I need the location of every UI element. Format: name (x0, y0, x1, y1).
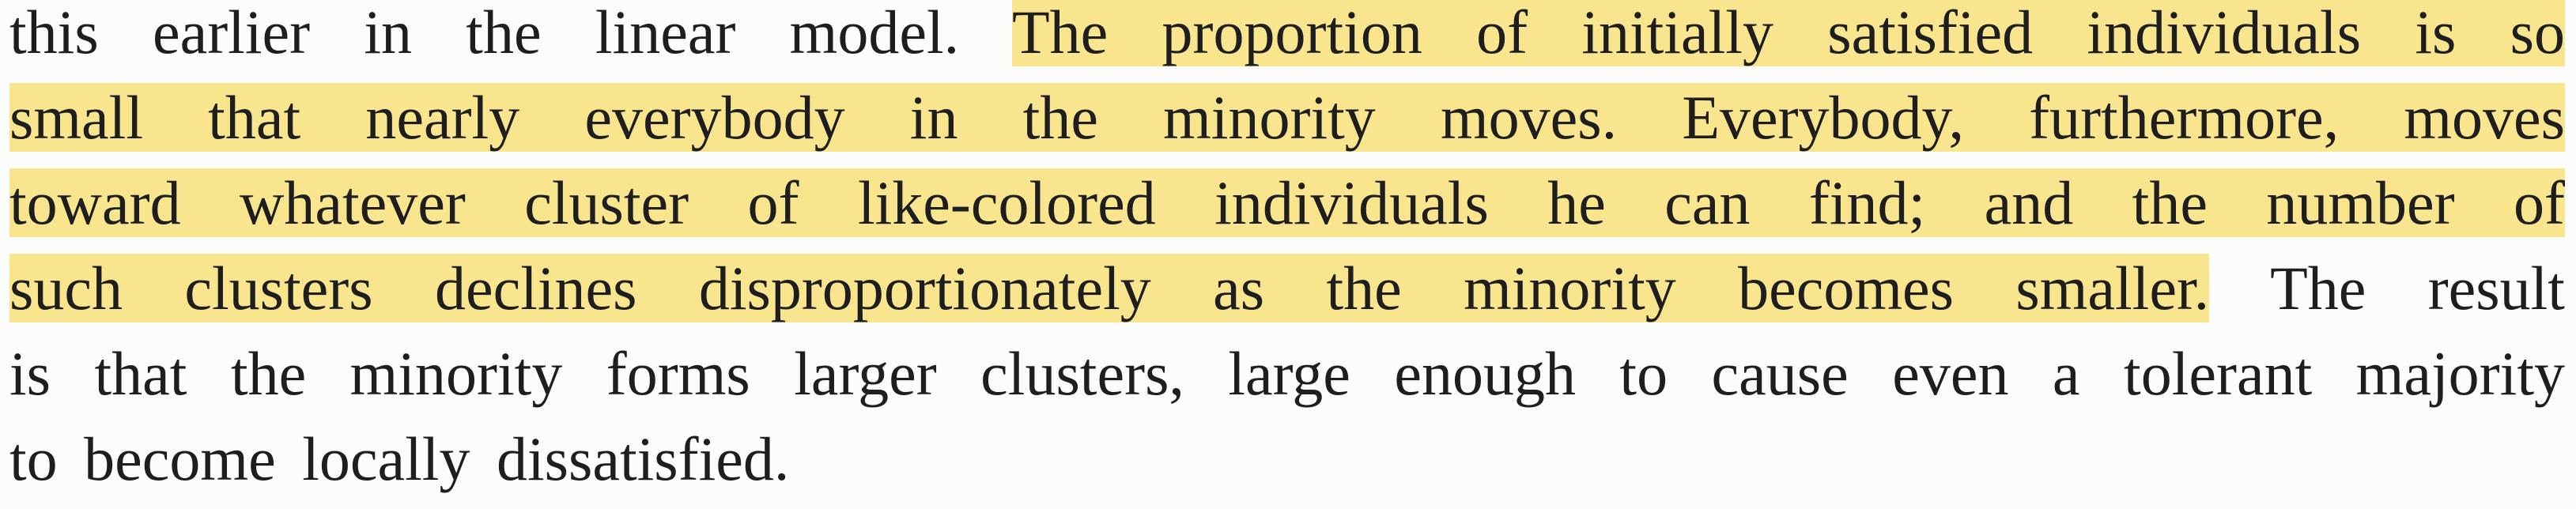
highlighted-text[interactable]: small that nearly everybody in the minor… (9, 83, 2565, 152)
plain-text: is that the minority forms larger cluste… (9, 339, 2565, 408)
text-line-4: such clusters declines disproportionatel… (9, 247, 2565, 330)
plain-text: The result (2209, 254, 2565, 322)
highlighted-text[interactable]: toward whatever cluster of like-colored … (9, 168, 2565, 237)
highlighted-text[interactable]: The proportion of initially satisfied in… (1012, 0, 2565, 66)
text-line-1: this earlier in the linear model. The pr… (9, 0, 2565, 74)
text-line-5: is that the minority forms larger cluste… (9, 332, 2565, 416)
highlighted-text[interactable]: such clusters declines disproportionatel… (9, 254, 2210, 322)
text-line-3: toward whatever cluster of like-colored … (9, 161, 2565, 245)
text-line-2: small that nearly everybody in the minor… (9, 76, 2565, 160)
text-line-6: to become locally dissatisfied. (9, 417, 2565, 501)
plain-text: to become locally dissatisfied. (9, 424, 790, 493)
plain-text: this earlier in the linear model. (9, 0, 1012, 66)
